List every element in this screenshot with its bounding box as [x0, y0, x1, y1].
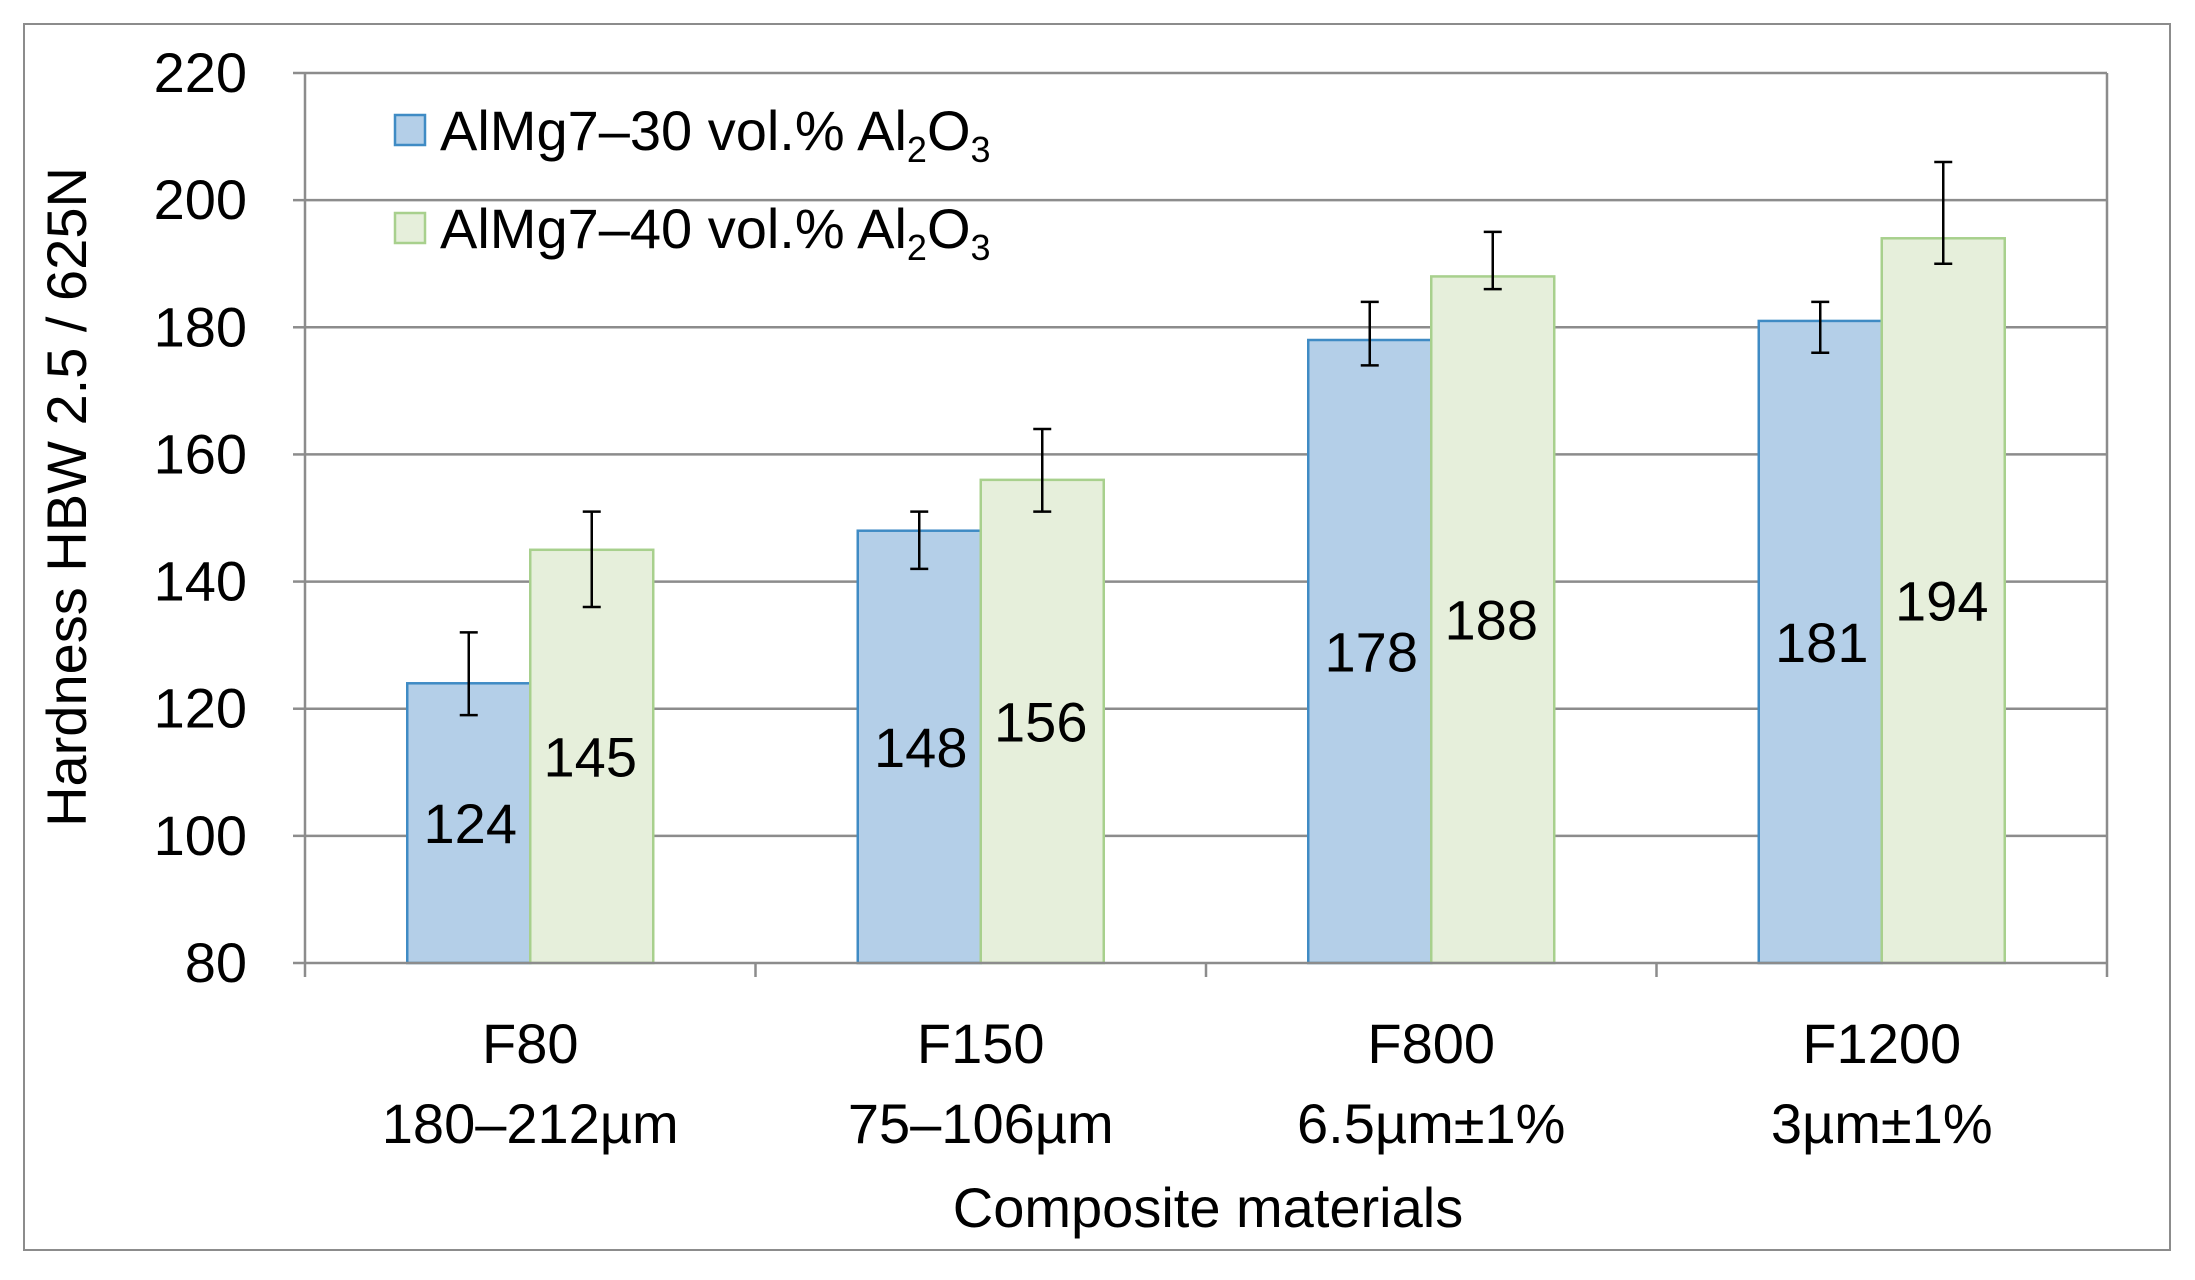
legend-label-subscript: 3	[971, 129, 991, 170]
y-tick-label: 160	[154, 422, 247, 485]
legend-label-subscript: 3	[971, 227, 991, 268]
legend-label: AlMg7–30 vol.% Al2O3	[440, 99, 991, 170]
bar	[406, 682, 532, 965]
y-tick-label: 200	[154, 168, 247, 231]
y-tick-label: 120	[154, 677, 247, 740]
data-label: 194	[1895, 570, 1988, 633]
x-tick-sublabel: 75–106µm	[848, 1092, 1114, 1155]
data-label: 145	[544, 725, 637, 788]
bar	[1757, 319, 1883, 965]
legend-label-text: AlMg7–40 vol.% Al	[440, 197, 907, 260]
bar	[1880, 237, 2006, 965]
legend-label: AlMg7–40 vol.% Al2O3	[440, 197, 991, 268]
y-tick-label: 100	[154, 804, 247, 867]
data-label: 181	[1775, 611, 1868, 674]
bar	[979, 478, 1105, 965]
x-tick-sublabel: 3µm±1%	[1771, 1092, 1993, 1155]
y-tick-label: 220	[154, 41, 247, 104]
y-tick-label: 80	[185, 931, 247, 994]
x-tick-label: F80	[482, 1012, 579, 1075]
x-tick-label: F1200	[1802, 1012, 1961, 1075]
bar	[1430, 275, 1556, 965]
data-label: 156	[994, 690, 1087, 753]
legend-swatch	[393, 113, 427, 147]
data-label: 124	[424, 792, 517, 855]
legend-label-text: AlMg7–30 vol.% Al	[440, 99, 907, 162]
legend-label-text: O	[927, 99, 971, 162]
x-tick-label: F800	[1367, 1012, 1495, 1075]
x-tick-sublabel: 6.5µm±1%	[1297, 1092, 1565, 1155]
data-label: 148	[874, 716, 967, 779]
legend-label-subscript: 2	[907, 129, 927, 170]
legend-swatch	[393, 211, 427, 245]
y-tick-label: 140	[154, 550, 247, 613]
y-tick-label: 180	[154, 295, 247, 358]
x-tick-sublabel: 180–212µm	[382, 1092, 679, 1155]
data-labels: 124 145 148 156 178 188 181 194	[424, 570, 1989, 856]
y-axis-title: Hardness HBW 2.5 / 625N	[35, 167, 98, 827]
x-axis-title: Composite materials	[953, 1176, 1463, 1239]
data-label: 178	[1325, 621, 1418, 684]
axes: 80 100 120 140 160 180 200 220 F80 180–212µm F150 7…	[154, 41, 2109, 1155]
data-label: 188	[1445, 589, 1538, 652]
legend-label-text: O	[927, 197, 971, 260]
x-tick-label: F150	[917, 1012, 1045, 1075]
legend-label-subscript: 2	[907, 227, 927, 268]
